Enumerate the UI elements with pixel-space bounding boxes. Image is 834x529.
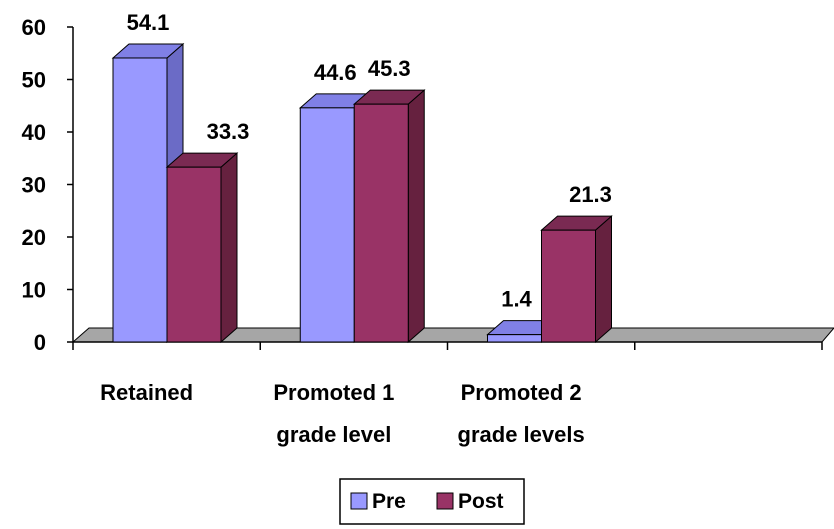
bar-front-face [299, 107, 355, 343]
y-tick-label: 60 [22, 15, 46, 40]
legend-swatch-post [436, 492, 454, 510]
bar-front-face [487, 334, 542, 343]
y-tick-label: 20 [22, 225, 46, 250]
data-label: 1.4 [501, 287, 532, 312]
x-category-label: grade levels [458, 422, 585, 447]
y-tick-label: 0 [34, 330, 46, 355]
data-label: 54.1 [127, 10, 170, 35]
legend-label-post: Post [458, 490, 504, 513]
bar-post [352, 89, 426, 344]
axes: 0 10 20 30 40 50 60 Retained Promoted 1 grade lev… [22, 15, 823, 447]
data-label: 33.3 [207, 119, 250, 144]
bar-post [540, 215, 613, 344]
bar-post [165, 152, 239, 344]
data-label: 45.3 [368, 56, 411, 81]
legend-box [339, 478, 525, 525]
y-tick-label: 10 [22, 278, 46, 303]
bar-side-face [595, 215, 612, 344]
y-tick-label: 50 [22, 68, 46, 93]
x-category-label: Retained [100, 380, 193, 405]
data-label: 44.6 [314, 60, 357, 85]
legend-swatch-pre [350, 492, 368, 510]
legend: Pre Post [339, 478, 525, 525]
bar-front-face [166, 166, 222, 343]
x-category-label: Promoted 2 [461, 380, 582, 405]
bar-front-face [541, 229, 596, 343]
x-category-label: Promoted 1 [273, 380, 394, 405]
bar-side-face [407, 89, 425, 344]
y-tick-label: 40 [22, 120, 46, 145]
data-labels: 54.1 33.3 44.6 45.3 1.4 21.3 [127, 10, 612, 312]
bars [111, 42, 613, 344]
bar-front-face [353, 103, 409, 343]
legend-label-pre: Pre [372, 490, 406, 513]
x-category-label: grade level [276, 422, 391, 447]
y-tick-label: 30 [22, 173, 46, 198]
bar-front-face [112, 57, 168, 343]
bar-side-face [220, 152, 238, 344]
data-label: 21.3 [569, 182, 612, 207]
